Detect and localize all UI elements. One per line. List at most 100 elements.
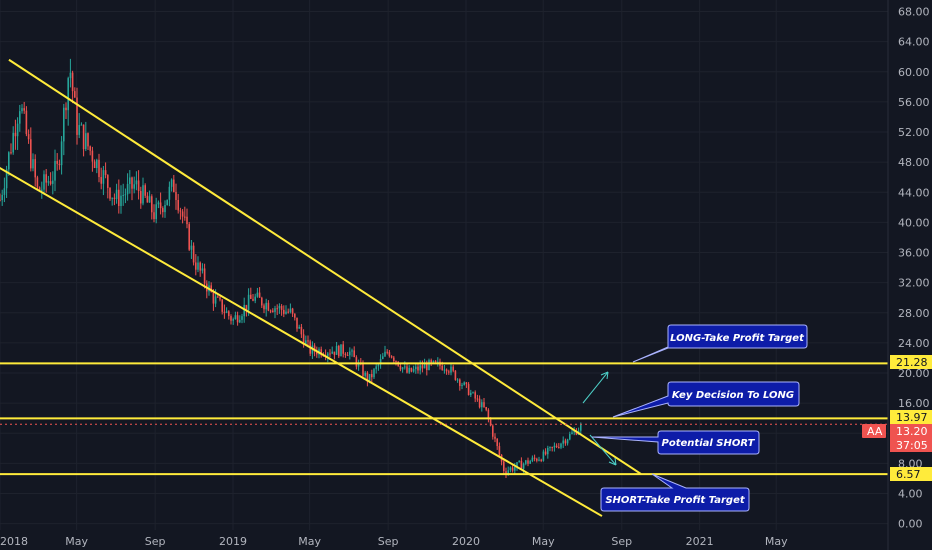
candle-body [49, 181, 52, 184]
candle-body [489, 418, 492, 426]
candle-body [16, 123, 19, 137]
x-tick-label: May [765, 535, 788, 548]
candle-body [58, 163, 61, 166]
candle-body [503, 461, 505, 472]
candle-body [131, 177, 133, 189]
callout-short-take-profit[interactable]: SHORT-Take Profit Target [600, 473, 750, 512]
symbol-label: AA [867, 425, 883, 438]
candle-body [560, 443, 562, 448]
x-tick-label: May [65, 535, 88, 548]
candle-body [60, 141, 63, 166]
down-projection-arrow [589, 434, 617, 466]
candle-body [454, 370, 457, 380]
candle-body [423, 364, 426, 369]
candle-body [10, 152, 12, 154]
candle-body [91, 150, 94, 162]
candle-body [102, 170, 105, 184]
candle-body [461, 384, 463, 386]
candle-body [221, 299, 223, 312]
candle-body [179, 210, 182, 212]
candle-body [443, 369, 446, 371]
candle-body [236, 315, 239, 323]
candle-body [38, 187, 41, 192]
candle-body [111, 197, 113, 199]
candle-body [520, 460, 523, 469]
candle-body [470, 392, 472, 396]
y-tick-label: 0.00 [898, 518, 923, 531]
candle-body [188, 224, 190, 250]
candle-body [551, 446, 553, 448]
candle-body [492, 425, 494, 437]
candle-body [542, 451, 545, 461]
candle-body [217, 296, 219, 298]
candle-body [357, 362, 360, 367]
candle-body [98, 159, 100, 178]
level-value-21-28: 21.28 [896, 356, 928, 369]
candle-body [527, 460, 529, 464]
channel-upper-line[interactable] [8, 58, 642, 475]
candle-body [168, 186, 171, 200]
candle-body [52, 180, 54, 184]
candle-body [516, 462, 518, 468]
candle-body [56, 160, 58, 164]
callout-potential-short[interactable]: Potential SHORT [591, 430, 760, 455]
candle-body [124, 194, 127, 196]
channel-lower-line[interactable] [0, 164, 603, 517]
candle-body [366, 372, 369, 382]
descending-channel [0, 58, 642, 517]
candle-body [307, 340, 309, 342]
candle-body [459, 379, 461, 386]
candle-body [265, 302, 267, 310]
level-label-6-57: 6.57 [890, 467, 932, 481]
candle-body [379, 359, 382, 365]
candle-body [388, 352, 391, 357]
candle-body [36, 177, 39, 188]
candle-body [67, 78, 69, 111]
candle-body [280, 305, 283, 310]
candle-body [368, 374, 371, 382]
candle-body [531, 457, 534, 462]
candle-body [23, 108, 25, 111]
callout-long-take-profit[interactable]: LONG-Take Profit Target [632, 324, 808, 363]
candle-body [155, 204, 157, 219]
candle-body [338, 345, 340, 357]
candle-body [137, 180, 140, 192]
candle-body [14, 132, 17, 137]
candle-body [340, 344, 342, 357]
candle-body [267, 302, 270, 311]
candle-body [549, 446, 551, 448]
candle-body [181, 211, 184, 217]
candle-body [386, 351, 388, 353]
candle-body [465, 382, 468, 385]
candle-body [210, 285, 212, 292]
candle-body [408, 367, 410, 373]
level-value-13-97: 13.97 [896, 411, 928, 424]
callouts: LONG-Take Profit Target Key Decision To … [591, 324, 808, 512]
candle-body [107, 175, 109, 188]
price-axis-panel[interactable] [888, 0, 932, 550]
candle-body [241, 316, 243, 320]
x-tick-label: 2020 [452, 535, 480, 548]
candle-body [305, 340, 307, 345]
candle-body [177, 199, 179, 211]
y-tick-label: 24.00 [898, 337, 930, 350]
candle-body [346, 355, 349, 357]
candle-body [452, 366, 454, 371]
candle-body [25, 110, 28, 135]
callout-key-decision-long[interactable]: Key Decision To LONG [612, 381, 800, 418]
candle-body [393, 357, 395, 361]
candle-body [250, 294, 252, 299]
candle-body [331, 351, 333, 354]
candle-body [291, 308, 294, 314]
candle-body [234, 315, 237, 320]
candle-body [349, 351, 351, 356]
candle-body [415, 366, 417, 370]
callout-label-short-take-profit: SHORT-Take Profit Target [605, 495, 746, 506]
bar-countdown: 37:05 [896, 439, 928, 452]
candle-body [203, 268, 206, 284]
candle-body [562, 440, 564, 444]
candle-body [538, 459, 540, 461]
candle-body [69, 72, 72, 79]
candle-body [219, 297, 221, 300]
